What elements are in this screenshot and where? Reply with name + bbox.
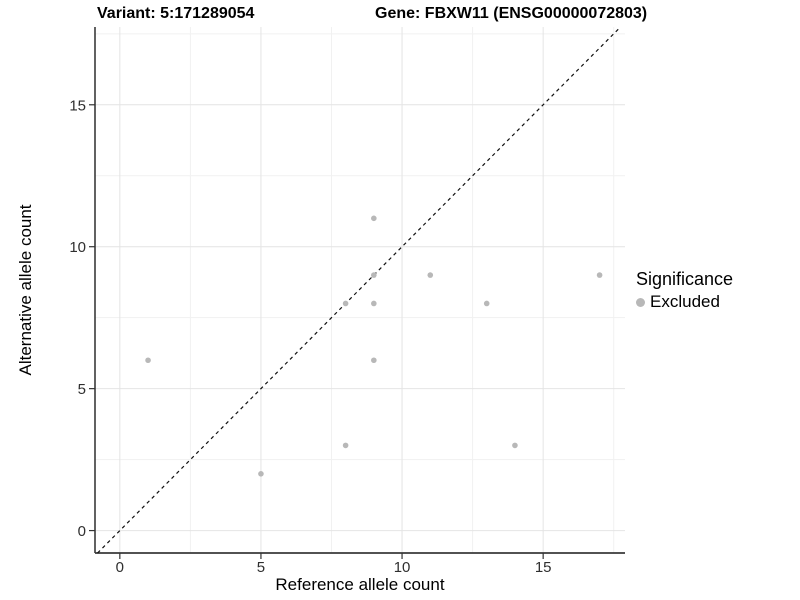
x-axis-label: Reference allele count	[275, 575, 444, 594]
data-point	[371, 215, 377, 222]
axes	[89, 27, 625, 559]
x-tick-label: 15	[535, 559, 552, 576]
data-point	[371, 272, 377, 278]
data-point	[145, 357, 151, 364]
legend-point-icon	[636, 297, 645, 307]
y-tick-label: 0	[78, 523, 86, 540]
identity-line	[97, 26, 621, 554]
x-tick-label: 5	[257, 559, 265, 576]
data-point	[258, 471, 264, 477]
data-point	[427, 272, 434, 278]
y-tick-label: 15	[69, 97, 86, 114]
data-point	[483, 300, 490, 307]
variant-title: Variant: 5:171289054	[97, 5, 255, 22]
gene-title: Gene: FBXW11 (ENSG00000072803)	[375, 5, 648, 22]
legend-entry-label: Excluded	[650, 292, 720, 311]
legend-title: Significance	[636, 269, 734, 289]
data-point	[596, 272, 603, 278]
legend: Significance Excluded	[636, 269, 733, 312]
identity-dashed-line	[97, 26, 621, 554]
x-tick-label: 10	[394, 559, 411, 576]
data-points	[145, 215, 603, 477]
data-point	[371, 300, 377, 307]
x-tick-label: 0	[116, 559, 124, 576]
data-point	[342, 300, 349, 307]
data-point	[512, 442, 518, 449]
gridlines	[95, 27, 625, 553]
y-tick-label: 10	[69, 239, 86, 256]
tick-labels: 0 5 10 15 0 5 10 15	[69, 97, 551, 576]
data-point	[371, 357, 377, 364]
legend-entry-excluded: Excluded	[636, 292, 733, 312]
y-axis-label: Alternative allele count	[16, 204, 35, 375]
y-tick-label: 5	[78, 381, 86, 398]
data-point	[342, 442, 349, 449]
